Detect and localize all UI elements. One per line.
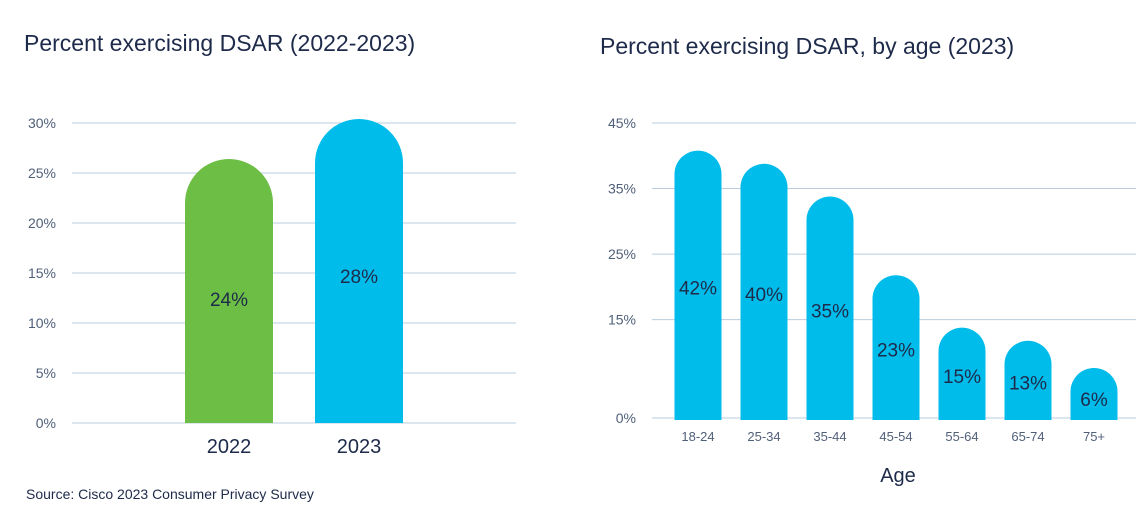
bar-age-65-74: [1004, 340, 1052, 420]
data-label: 28%: [340, 267, 378, 288]
x-tick-label: 2023: [337, 436, 382, 458]
y-tick-label: 10%: [28, 315, 56, 331]
chart-title-dsar-by-year: Percent exercising DSAR (2022-2023): [24, 30, 416, 56]
data-label: 40%: [745, 285, 783, 306]
chart-title-dsar-by-age: Percent exercising DSAR, by age (2023): [600, 33, 1015, 59]
bar-age-25-34: [740, 163, 788, 420]
x-tick-label: 65-74: [1011, 429, 1044, 444]
data-label: 15%: [943, 367, 981, 388]
bar-age-55-64: [938, 327, 986, 420]
x-tick-label: 45-54: [879, 429, 912, 444]
y-tick-label: 35%: [608, 181, 636, 197]
x-tick-label: 18-24: [681, 429, 714, 444]
bar-2023: [315, 119, 403, 423]
bar-age-45-54: [872, 275, 920, 420]
y-tick-label: 15%: [28, 265, 56, 281]
y-tick-label: 45%: [608, 115, 636, 131]
y-tick-label: 5%: [36, 365, 56, 381]
data-label: 6%: [1080, 390, 1108, 411]
bar-2022: [185, 159, 273, 423]
data-label: 24%: [210, 290, 248, 311]
y-tick-label: 15%: [608, 312, 636, 328]
source-note: Source: Cisco 2023 Consumer Privacy Surv…: [26, 486, 314, 502]
x-tick-label: 35-44: [813, 429, 846, 444]
data-label: 23%: [877, 341, 915, 362]
y-tick-label: 0%: [36, 415, 56, 431]
data-label: 13%: [1009, 373, 1047, 394]
x-axis-label: Age: [880, 465, 916, 487]
y-tick-label: 30%: [28, 115, 56, 131]
y-tick-label: 25%: [608, 246, 636, 262]
x-tick-label: 75+: [1083, 429, 1105, 444]
x-tick-label: 55-64: [945, 429, 978, 444]
data-label: 42%: [679, 278, 717, 299]
bar-age-18-24: [674, 150, 722, 420]
bar-age-75+: [1070, 368, 1118, 420]
y-tick-label: 20%: [28, 215, 56, 231]
bar-age-35-44: [806, 196, 854, 420]
y-tick-label: 25%: [28, 165, 56, 181]
x-tick-label: 25-34: [747, 429, 780, 444]
y-tick-label: 0%: [616, 410, 636, 426]
data-label: 35%: [811, 301, 849, 322]
x-tick-label: 2022: [207, 436, 252, 458]
